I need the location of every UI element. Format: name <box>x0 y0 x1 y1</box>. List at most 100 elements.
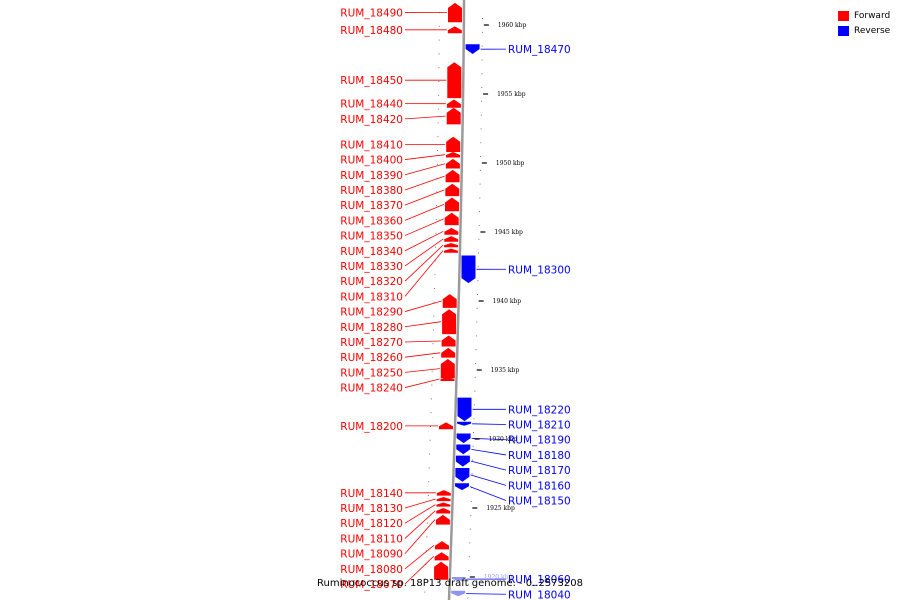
guide-dot <box>482 18 483 19</box>
gene-arrow-rum_18150 <box>455 483 469 491</box>
gene-arrow-rum_18350 <box>444 212 459 226</box>
guide-dot <box>478 252 479 254</box>
guide-dot <box>429 453 431 455</box>
gene-arrow-rum_18180 <box>456 444 471 455</box>
guide-dot <box>436 191 438 193</box>
gene-label-rum_18320: RUM_18320 <box>340 276 403 288</box>
guide-dot <box>434 274 436 276</box>
gene-arrow-rum_18290 <box>442 294 457 308</box>
guide-dot <box>434 260 436 262</box>
gene-label-rum_18140: RUM_18140 <box>340 488 403 500</box>
gene-label-rum_18360: RUM_18360 <box>340 215 403 227</box>
guide-dot <box>432 329 434 331</box>
gene-label-rum_18180: RUM_18180 <box>508 450 571 462</box>
gene-arrow-rum_18080 <box>435 541 449 550</box>
gene-label-rum_18250: RUM_18250 <box>340 367 403 379</box>
strand-legend: Forward Reverse <box>838 8 890 38</box>
leader-line <box>404 230 444 252</box>
gene-label-rum_18270: RUM_18270 <box>340 337 403 349</box>
gene-arrow-rum_18370 <box>445 183 460 197</box>
gene-arrow-rum_18170 <box>455 455 470 467</box>
guide-dot <box>469 528 471 530</box>
leader-line <box>404 378 440 388</box>
gene-label-rum_18120: RUM_18120 <box>340 518 403 530</box>
guide-dot <box>426 536 428 538</box>
kbp-tick-label: 1925 kbp <box>486 505 515 512</box>
kbp-tick-label: 1945 kbp <box>494 229 523 236</box>
kbp-tick-label: 1955 kbp <box>497 91 526 98</box>
guide-dot <box>438 53 440 55</box>
guide-dots <box>424 12 483 599</box>
gene-labels: RUM_18490 RUM_18480 RUM_18450 RUM_18440 RUM_… <box>340 8 570 600</box>
guide-dot <box>481 87 483 88</box>
leader-line <box>404 510 436 539</box>
guide-dot <box>478 238 480 240</box>
kbp-tick-label: 1960 kbp <box>498 22 527 29</box>
guide-dot <box>467 583 469 585</box>
guide-dot <box>430 412 432 414</box>
guide-dot <box>436 205 437 207</box>
guide-dot <box>468 556 470 558</box>
guide-dot <box>480 156 482 157</box>
guide-dot <box>473 404 475 406</box>
gene-label-rum_18370: RUM_18370 <box>340 200 403 212</box>
guide-dot <box>479 169 481 171</box>
gene-label-rum_18390: RUM_18390 <box>340 170 403 182</box>
guide-dot <box>475 335 477 337</box>
gene-label-rum_18480: RUM_18480 <box>340 25 403 37</box>
gene-arrow-rum_18120 <box>436 502 451 507</box>
gene-arrow-rum_18110 <box>436 508 451 514</box>
guide-dot <box>435 246 436 248</box>
gene-label-rum_18210: RUM_18210 <box>508 420 571 432</box>
guide-dot <box>481 59 483 61</box>
guide-dot <box>425 550 427 552</box>
gene-arrow-rum_18480 <box>447 26 462 34</box>
gene-arrow-rum_18420 <box>446 107 461 125</box>
gene-label-rum_18420: RUM_18420 <box>340 114 403 126</box>
gene-label-rum_18080: RUM_18080 <box>340 564 403 576</box>
guide-dot <box>424 577 426 579</box>
gene-label-rum_18380: RUM_18380 <box>340 185 403 197</box>
gene-arrow-rum_18330 <box>444 236 459 242</box>
gene-label-rum_18450: RUM_18450 <box>340 75 403 87</box>
guide-dot <box>426 522 428 524</box>
leader-line <box>404 204 445 221</box>
genome-caption: Ruminococcus sp. 18P13 draft genome. - 0… <box>316 578 583 589</box>
gene-label-rum_18040: RUM_18040 <box>508 589 571 600</box>
gene-label-rum_18300: RUM_18300 <box>508 264 571 276</box>
gene-arrow-rum_18280 <box>442 309 457 335</box>
guide-dot <box>474 390 476 392</box>
gene-label-rum_18220: RUM_18220 <box>508 404 571 416</box>
leader-line <box>404 340 441 343</box>
guide-dot <box>428 481 430 483</box>
leader-line <box>404 218 444 236</box>
gene-label-rum_18070: RUM_18070 <box>340 579 403 591</box>
guide-dot <box>470 514 472 516</box>
leader-line <box>404 352 441 358</box>
gene-label-rum_18410: RUM_18410 <box>340 139 403 151</box>
kbp-tick-label: 1930 kbp <box>489 436 518 443</box>
gene-label-rum_18490: RUM_18490 <box>340 8 403 20</box>
gene-arrow-rum_18200 <box>439 422 453 430</box>
gene-label-rum_18400: RUM_18400 <box>340 155 403 167</box>
guide-dot <box>438 39 440 41</box>
gene-arrow-rum_18060 <box>451 577 466 582</box>
leader-line <box>404 519 436 554</box>
kbp-tick-label: 1920 kbp <box>484 574 513 581</box>
guide-dot <box>427 495 429 496</box>
guide-dot <box>437 136 439 138</box>
gene-arrow-rum_18260 <box>441 347 456 358</box>
guide-dot <box>438 67 440 69</box>
guide-dot <box>431 384 433 386</box>
gene-label-rum_18350: RUM_18350 <box>340 231 403 243</box>
guide-dot <box>433 315 435 317</box>
leader-line <box>471 449 507 456</box>
gene-arrow-rum_18310 <box>444 248 458 253</box>
guide-dot <box>436 177 438 179</box>
guide-dot <box>478 225 480 226</box>
guide-dot <box>429 439 431 441</box>
guide-dot <box>430 398 432 400</box>
guide-dot <box>431 370 433 372</box>
legend-forward-swatch <box>838 10 849 21</box>
